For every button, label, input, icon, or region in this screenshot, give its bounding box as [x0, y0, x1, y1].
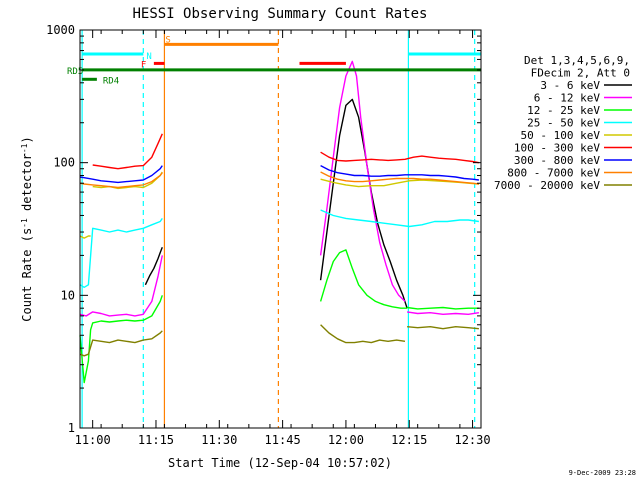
x-tick-label-2: 11:30 [201, 433, 237, 447]
legend-header-0: Det 1,3,4,5,6,9, [524, 54, 630, 67]
flag-bars: N S F RD5 RD4 [67, 35, 481, 86]
legend-entry-5: 100 - 300 keV [514, 142, 600, 155]
series-line-8-seg-2 [407, 326, 479, 330]
series-line-1-seg-2 [406, 311, 480, 315]
series-line-8-seg-1 [320, 324, 406, 344]
series-line-1-seg-0 [79, 255, 163, 317]
series-line-2-seg-2 [407, 306, 479, 310]
legend-entry-3: 25 - 50 keV [527, 117, 600, 130]
legend-entry-8: 7000 - 20000 keV [494, 179, 600, 192]
flag-label-3: S [165, 35, 170, 45]
series-line-8-seg-0 [79, 330, 163, 357]
series-line-7-seg-0 [79, 172, 163, 189]
legend-entry-1: 6 - 12 keV [534, 92, 601, 105]
series-line-2-seg-1 [319, 249, 408, 309]
legend-entry-6: 300 - 800 keV [514, 154, 600, 167]
axis-ticks: 11:00 11:15 11:30 11:45 12:00 12:15 12:30 1 10 10… [46, 23, 491, 447]
plot-frame [79, 29, 482, 429]
x-tick-label-1: 11:15 [138, 433, 174, 447]
flag-label-6: RD5 [67, 67, 83, 77]
legend-entry-0: 3 - 6 keV [540, 79, 600, 92]
series-line-3-seg-0 [79, 218, 163, 288]
legend-entry-2: 12 - 25 keV [527, 104, 600, 117]
legend: Det 1,3,4,5,6,9,FDecim 2, Att 03 - 6 keV… [494, 54, 632, 192]
series-line-6-seg-0 [79, 165, 163, 184]
series-line-1-seg-1 [319, 60, 406, 302]
series-line-4-seg-0 [79, 235, 91, 239]
y-axis-label: Count Rate (s-1 detector-1) [20, 136, 35, 321]
flag-label-2: N [146, 52, 151, 62]
legend-header-1: FDecim 2, Att 0 [531, 67, 630, 80]
footer-date: 9-Dec-2009 23:28 [569, 469, 636, 477]
legend-entry-4: 50 - 100 keV [521, 129, 601, 142]
series-line-5-seg-0 [92, 133, 163, 170]
y-tick-label-3: 1000 [46, 23, 75, 37]
series-line-0-seg-1 [319, 98, 408, 309]
series-line-5-seg-1 [320, 151, 480, 164]
series-line-7-seg-1 [320, 171, 479, 185]
x-tick-label-4: 12:00 [328, 433, 364, 447]
series-line-6-seg-1 [320, 164, 479, 181]
flag-label-4: F [141, 60, 146, 70]
y-tick-label-0: 1 [68, 421, 75, 435]
flag-label-7: RD4 [103, 76, 119, 86]
series-line-2-seg-0 [79, 295, 163, 384]
x-axis-label: Start Time (12-Sep-04 10:57:02) [168, 456, 392, 470]
x-tick-label-6: 12:30 [454, 433, 490, 447]
y-tick-label-2: 100 [53, 156, 75, 170]
chart-title: HESSI Observing Summary Count Rates [132, 6, 427, 22]
x-tick-label-3: 11:45 [265, 433, 301, 447]
x-tick-label-5: 12:15 [391, 433, 427, 447]
series-line-0-seg-0 [144, 247, 163, 286]
legend-entry-7: 800 - 7000 keV [507, 167, 600, 180]
series-lines [79, 60, 480, 384]
series-line-3-seg-1 [320, 209, 479, 228]
y-tick-label-1: 10 [61, 288, 75, 302]
x-tick-label-0: 11:00 [75, 433, 111, 447]
